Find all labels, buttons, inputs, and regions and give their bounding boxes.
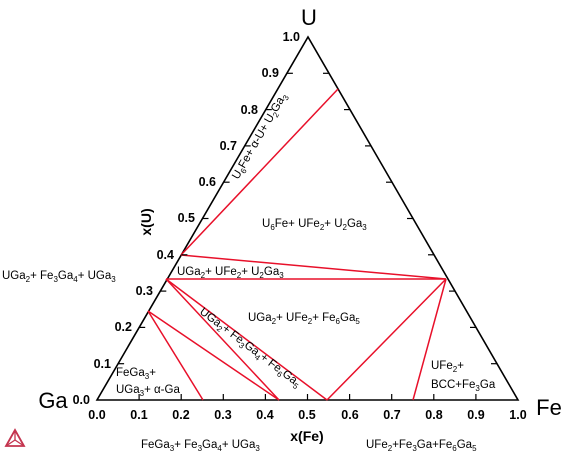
left-tick-label: 0.4 (157, 248, 174, 262)
left-tick-label: 0.3 (136, 284, 153, 298)
tie-line-uga2-fe3ga4 (165, 278, 280, 401)
left-tick-label: 0.5 (178, 211, 195, 225)
bottom-tick-label: 0.9 (467, 408, 484, 422)
bottom-tick-label: 0.5 (298, 408, 315, 422)
left-tick-label: 0.2 (115, 320, 132, 334)
tie-line-ufe2-fe6ga5 (326, 278, 447, 401)
axis-title-bottom: x(Fe) (290, 428, 323, 444)
bottom-tick-label: 0.0 (88, 408, 105, 422)
vertex-label-fe: Fe (536, 395, 562, 420)
left-tick-label: 0.0 (73, 393, 90, 407)
tie-line-ufe2-fe3ga-a (412, 278, 447, 401)
outer-label-ufe2-fe3ga-fe6ga5: UFe2+Fe3Ga+Fe6Ga5 (366, 439, 477, 453)
region-label-u6fe-ufe2-u2ga3: U6Fe+ UFe2+ U2Ga3 (262, 218, 367, 232)
left-tick-labels: 0.0 0.1 0.2 0.3 0.4 0.5 0.6 0.7 0.8 0.9 … (73, 30, 300, 407)
bottom-tick-label: 0.6 (341, 408, 358, 422)
tie-line-u6fe-edge (180, 88, 339, 256)
bottom-tick-label: 0.7 (383, 408, 400, 422)
left-tick-label: 1.0 (283, 30, 300, 44)
tie-line-uga3-fega3 (147, 310, 204, 401)
left-tick-label: 0.7 (220, 139, 237, 153)
left-tick-label: 0.9 (262, 66, 279, 80)
region-label-fega3-uga3-alpha-ga: FeGa3+ UGa3+ α-Ga (116, 367, 180, 398)
tie-line-uga3-fe3ga4 (147, 310, 280, 401)
bottom-tick-labels: 0.0 0.1 0.2 0.3 0.4 0.5 0.6 0.7 0.8 0.9 … (88, 408, 526, 422)
tie-line-uga2-fe6ga5 (165, 278, 328, 401)
outer-label-uga2-fe3ga4-uga3: UGa2+ Fe3Ga4+ UGa3 (2, 270, 116, 284)
tie-lines (147, 88, 447, 401)
bottom-tick-label: 0.3 (214, 408, 231, 422)
bottom-tick-label: 0.2 (172, 408, 189, 422)
region-label-ufe2-bcc-fe3ga: UFe2+ BCC+Fe3Ga (431, 360, 496, 393)
vertex-label-ga: Ga (38, 388, 68, 413)
bottom-tick-label: 0.1 (130, 408, 147, 422)
bottom-tick-label: 1.0 (509, 408, 526, 422)
vertex-label-u: U (301, 5, 317, 30)
region-label-u6fe-alpha-u-u2ga3: U6Fe+ α-U+ U2Ga3 (230, 91, 291, 183)
bottom-tick-label: 0.4 (256, 408, 273, 422)
region-label-uga2-ufe2-u2ga3: UGa2+ UFe2+ U2Ga3 (177, 266, 284, 280)
left-tick-label: 0.8 (241, 103, 258, 117)
left-tick-label: 0.6 (199, 175, 216, 189)
bottom-tick-label: 0.8 (425, 408, 442, 422)
axis-ticks (118, 72, 497, 400)
outer-label-fega3-fe3ga4-uga3: FeGa3+ Fe3Ga4+ UGa3 (141, 439, 260, 453)
tie-line-u2ga3-ufe2 (180, 254, 447, 280)
region-label-uga2-ufe2-fe6ga5: UGa2+ UFe2+ Fe6Ga5 (248, 312, 360, 326)
axis-title-left: x(U) (138, 208, 154, 235)
left-tick-label: 0.1 (94, 357, 111, 371)
thermo-calc-triangle-icon (4, 428, 26, 447)
